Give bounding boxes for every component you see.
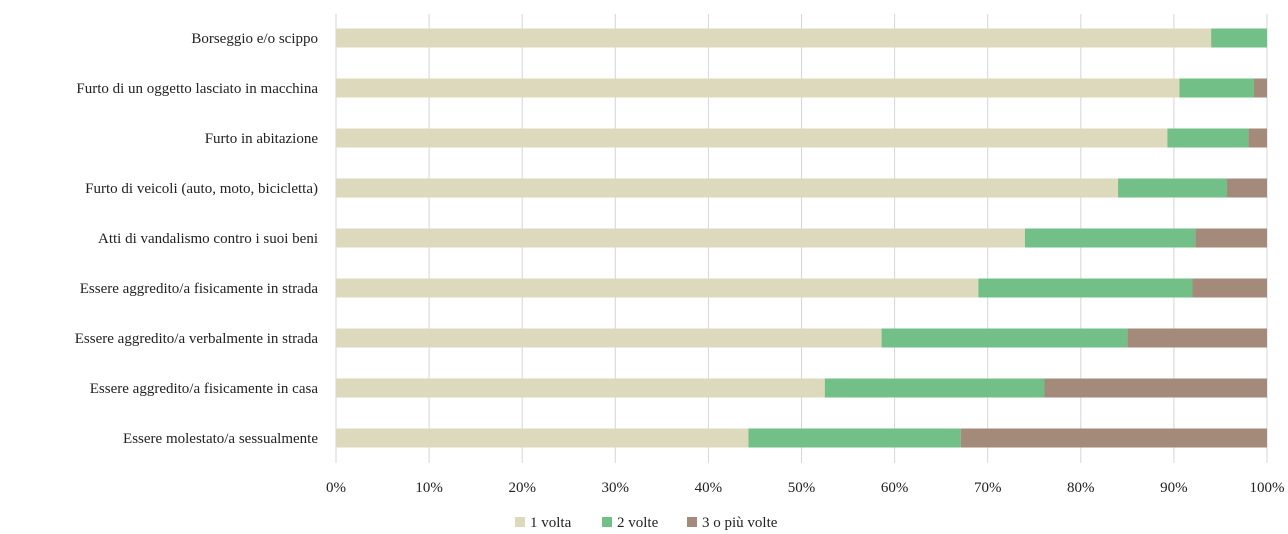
bar-segment-series-0 xyxy=(336,129,1167,148)
category-label: Furto di veicoli (auto, moto, bicicletta… xyxy=(85,181,318,197)
bar-segment-series-2 xyxy=(1127,329,1267,348)
category-label: Furto di un oggetto lasciato in macchina xyxy=(76,81,318,97)
x-tick-label: 10% xyxy=(415,480,443,496)
x-tick-label: 20% xyxy=(508,480,536,496)
legend: 1 volta 2 volte 3 o più volte xyxy=(515,515,778,531)
bar-segment-series-1 xyxy=(1025,229,1195,248)
bar-segment-series-2 xyxy=(1254,79,1267,98)
x-tick-label: 80% xyxy=(1067,480,1095,496)
bar-segment-series-1 xyxy=(748,429,960,448)
legend-label: 1 volta xyxy=(530,515,572,531)
x-axis-tick-labels: 0% 10% 20% 30% 40% 50% 60% 70% 80% 90% 100% xyxy=(326,480,1285,496)
bar-segment-series-0 xyxy=(336,29,1211,48)
bar-segment-series-2 xyxy=(1248,129,1267,148)
category-label: Essere aggredito/a verbalmente in strada xyxy=(75,331,319,347)
bar-segment-series-1 xyxy=(978,279,1192,298)
bar-segment-series-2 xyxy=(1195,229,1267,248)
bar-segment-series-0 xyxy=(336,279,978,298)
x-tick-label: 0% xyxy=(326,480,346,496)
x-tick-label: 40% xyxy=(695,480,723,496)
bar-segment-series-0 xyxy=(336,429,748,448)
bar-segment-series-1 xyxy=(1179,79,1253,98)
legend-label: 2 volte xyxy=(617,515,659,531)
bar-segment-series-1 xyxy=(882,329,1128,348)
bar-segment-series-1 xyxy=(825,379,1045,398)
bar-segment-series-0 xyxy=(336,229,1025,248)
bar-segment-series-2 xyxy=(961,429,1267,448)
bar-segment-series-0 xyxy=(336,329,882,348)
x-tick-label: 30% xyxy=(602,480,630,496)
x-tick-label: 50% xyxy=(788,480,816,496)
category-label: Borseggio e/o scippo xyxy=(191,31,318,47)
bar-segment-series-0 xyxy=(336,79,1179,98)
bar-segment-series-1 xyxy=(1118,179,1227,198)
bar-segment-series-1 xyxy=(1167,129,1248,148)
category-label: Essere aggredito/a fisicamente in strada xyxy=(80,281,319,297)
x-tick-label: 90% xyxy=(1160,480,1188,496)
bar-segment-series-2 xyxy=(1193,279,1267,298)
legend-swatch xyxy=(515,517,525,527)
legend-swatch xyxy=(602,517,612,527)
category-label: Atti di vandalismo contro i suoi beni xyxy=(98,231,318,247)
category-label: Furto in abitazione xyxy=(205,131,319,147)
bars xyxy=(336,29,1267,448)
bar-segment-series-2 xyxy=(1044,379,1267,398)
category-labels: Borseggio e/o scippo Furto di un oggetto … xyxy=(75,31,319,447)
category-label: Essere molestato/a sessualmente xyxy=(123,431,318,447)
category-label: Essere aggredito/a fisicamente in casa xyxy=(90,381,319,397)
bar-segment-series-1 xyxy=(1211,29,1267,48)
x-tick-label: 100% xyxy=(1250,480,1285,496)
x-tick-label: 70% xyxy=(974,480,1002,496)
x-tick-label: 60% xyxy=(881,480,909,496)
legend-swatch xyxy=(687,517,697,527)
legend-label: 3 o più volte xyxy=(702,515,778,531)
bar-segment-series-0 xyxy=(336,179,1118,198)
bar-segment-series-0 xyxy=(336,379,825,398)
bar-segment-series-2 xyxy=(1227,179,1267,198)
